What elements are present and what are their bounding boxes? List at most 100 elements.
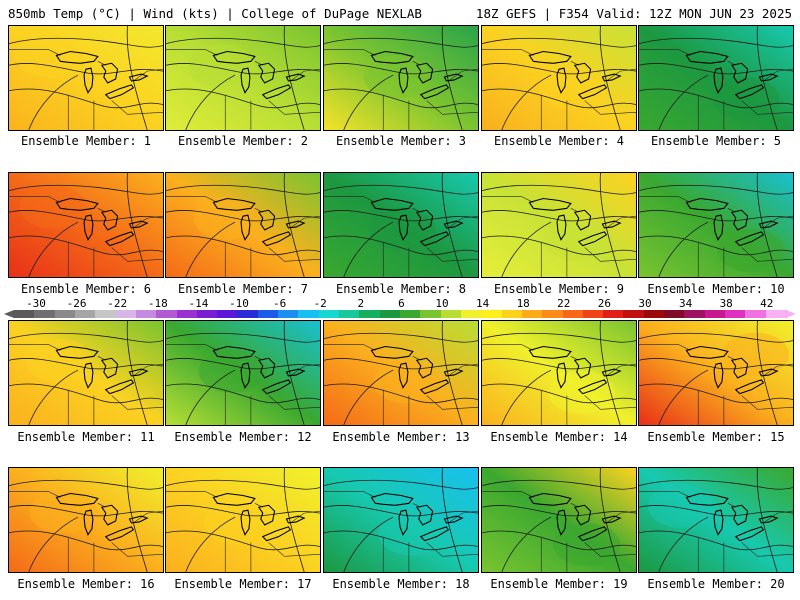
height-contour bbox=[501, 369, 552, 425]
state-border bbox=[606, 215, 636, 229]
state-border bbox=[9, 344, 61, 351]
height-contour bbox=[343, 369, 394, 425]
colorbar-swatch bbox=[14, 310, 36, 318]
temperature-shading bbox=[639, 26, 793, 130]
great-lake-outline bbox=[419, 84, 450, 100]
great-lake-outline bbox=[212, 50, 256, 64]
height-contour bbox=[324, 358, 478, 370]
great-lake-outline bbox=[443, 220, 464, 229]
height-contour bbox=[9, 210, 163, 222]
ensemble-member-map bbox=[323, 320, 479, 426]
map-title: 850mb Temp (°C) | Wind (kts) | College o… bbox=[8, 6, 422, 21]
state-border bbox=[111, 395, 163, 410]
colorbar-swatch bbox=[237, 310, 259, 318]
colorbar-right-arrow bbox=[786, 310, 796, 318]
great-lake-outline bbox=[758, 73, 779, 82]
colorbar-swatch bbox=[440, 310, 462, 318]
ensemble-member-map bbox=[481, 320, 637, 426]
height-contour bbox=[639, 235, 793, 256]
state-border bbox=[9, 49, 61, 56]
height-contour bbox=[283, 26, 305, 130]
height-contour bbox=[599, 321, 621, 425]
state-border bbox=[426, 100, 478, 115]
great-lake-outline bbox=[528, 197, 572, 211]
state-border bbox=[482, 344, 534, 351]
state-border bbox=[763, 363, 793, 377]
height-contour bbox=[185, 516, 236, 572]
temperature-field bbox=[324, 321, 478, 425]
great-lake-outline bbox=[528, 492, 572, 506]
state-border bbox=[482, 196, 534, 203]
height-contour bbox=[324, 88, 478, 109]
state-border bbox=[741, 100, 793, 115]
height-contour bbox=[324, 505, 478, 517]
ensemble-member-map bbox=[323, 172, 479, 278]
great-lake-outline bbox=[734, 379, 765, 395]
height-contour bbox=[639, 63, 793, 75]
great-lake-outline bbox=[730, 209, 749, 231]
ensemble-member-label: Ensemble Member: 2 bbox=[177, 134, 309, 148]
great-lake-outline bbox=[104, 231, 135, 247]
height-contour bbox=[639, 184, 793, 195]
great-lake-outline bbox=[573, 357, 592, 379]
height-contour bbox=[482, 332, 636, 343]
ensemble-member-map bbox=[638, 320, 794, 426]
great-lake-outline bbox=[601, 73, 622, 82]
great-lake-outline bbox=[601, 515, 622, 524]
height-contour bbox=[482, 63, 636, 75]
state-border bbox=[111, 542, 163, 557]
state-border bbox=[448, 363, 478, 377]
great-lake-outline bbox=[104, 84, 135, 100]
temperature-blob bbox=[14, 33, 83, 78]
colorbar-tick-label: -26 bbox=[66, 297, 87, 310]
great-lake-outline bbox=[734, 84, 765, 100]
height-contour bbox=[441, 173, 463, 277]
great-lake-outline bbox=[577, 379, 608, 395]
great-lake-outline bbox=[573, 209, 592, 231]
colorbar-swatch bbox=[257, 310, 280, 318]
great-lake-outline bbox=[261, 379, 292, 395]
height-contour bbox=[482, 235, 636, 256]
great-lake-outline bbox=[713, 509, 724, 536]
great-lake-outline bbox=[573, 504, 592, 526]
height-contour bbox=[166, 184, 320, 195]
height-contour bbox=[28, 74, 79, 130]
temperature-field bbox=[482, 173, 636, 277]
state-border bbox=[763, 510, 793, 524]
great-lake-outline bbox=[370, 345, 414, 359]
height-contour bbox=[166, 88, 320, 109]
colorbar-tick-label: -18 bbox=[147, 297, 168, 310]
colorbar-tick-label: 6 bbox=[398, 297, 405, 310]
height-contour bbox=[126, 173, 148, 277]
great-lake-outline bbox=[55, 345, 99, 359]
temperature-field bbox=[482, 468, 636, 572]
state-border bbox=[639, 491, 691, 498]
colorbar-swatch bbox=[318, 310, 341, 318]
colorbar-swatch bbox=[74, 310, 97, 318]
great-lake-outline bbox=[240, 214, 251, 241]
great-lake-outline bbox=[758, 368, 779, 377]
colorbar-swatch bbox=[603, 310, 625, 318]
height-contour bbox=[324, 184, 478, 195]
colorbar-swatch bbox=[298, 310, 320, 318]
great-lake-outline bbox=[240, 362, 251, 389]
height-contour bbox=[324, 210, 478, 222]
great-lake-outline bbox=[685, 492, 729, 506]
colorbar-swatch bbox=[562, 310, 584, 318]
temperature-blob bbox=[24, 338, 92, 382]
great-lake-outline bbox=[128, 515, 149, 524]
state-border bbox=[111, 247, 163, 262]
great-lake-outline bbox=[83, 214, 94, 241]
colorbar-swatch bbox=[34, 310, 56, 318]
height-contour bbox=[599, 468, 621, 572]
colorbar-swatch bbox=[664, 310, 686, 318]
colorbar-tick-label: -22 bbox=[107, 297, 128, 310]
great-lake-outline bbox=[415, 504, 434, 526]
temperature-blob bbox=[29, 490, 97, 534]
height-contour bbox=[658, 369, 709, 425]
great-lake-outline bbox=[212, 492, 256, 506]
great-lake-outline bbox=[128, 368, 149, 377]
great-lake-outline bbox=[415, 62, 434, 84]
colorbar-swatch bbox=[95, 310, 117, 318]
temperature-field bbox=[166, 173, 320, 277]
